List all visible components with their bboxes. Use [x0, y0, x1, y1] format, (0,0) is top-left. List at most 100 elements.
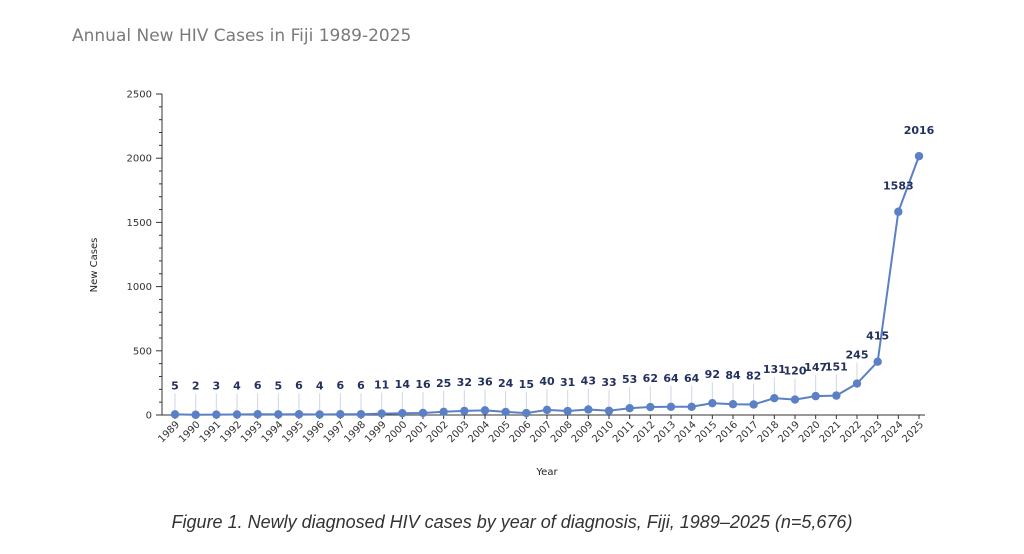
x-tick-label: 2012	[632, 419, 658, 445]
data-point	[625, 403, 634, 413]
data-point	[584, 405, 593, 414]
data-label: 40	[539, 375, 555, 388]
y-tick-label: 2500	[127, 90, 152, 101]
x-tick-label: 2010	[590, 419, 616, 445]
x-tick-label: 1996	[301, 419, 327, 445]
data-point	[708, 398, 717, 408]
data-label: 11	[374, 379, 389, 392]
data-point	[274, 410, 283, 419]
data-point	[770, 393, 779, 403]
line-chart: 0 500 1000 1500 2000 2500 19891990199119921993…	[89, 90, 935, 479]
data-label: 120	[784, 365, 807, 378]
data-point	[852, 379, 862, 388]
data-point	[687, 402, 696, 411]
data-label: 64	[663, 372, 679, 385]
data-label: 5	[171, 379, 179, 392]
x-tick-label: 2002	[425, 419, 451, 445]
x-tick-label: 2023	[859, 419, 885, 445]
x-tick-label: 2021	[818, 419, 844, 445]
data-label: 1583	[883, 180, 914, 193]
data-point	[253, 410, 262, 419]
data-label: 32	[457, 376, 472, 389]
y-tick-label: 2000	[127, 154, 152, 165]
data-label: 3	[213, 380, 221, 393]
data-point	[811, 391, 820, 401]
data-point	[646, 402, 655, 412]
data-label: 16	[415, 378, 431, 391]
data-point	[170, 410, 180, 419]
x-tick-label: 2007	[528, 419, 554, 445]
label-guides	[174, 362, 858, 411]
x-tick-label: 1997	[322, 419, 348, 445]
data-point	[501, 407, 510, 417]
x-tick-label: 2025	[900, 419, 926, 445]
x-tick-label: 2004	[466, 419, 492, 445]
x-tick-label: 1992	[218, 419, 244, 445]
data-point	[542, 405, 552, 415]
data-point	[460, 406, 469, 416]
x-tick-label: 2001	[404, 419, 430, 445]
data-label: 6	[337, 379, 345, 392]
data-point	[315, 410, 324, 419]
data-point	[522, 408, 531, 418]
data-label: 33	[601, 376, 616, 389]
data-label: 24	[498, 377, 514, 390]
x-axis-label: Year	[535, 467, 558, 478]
data-label: 14	[395, 378, 411, 391]
x-tick-label: 2009	[570, 419, 596, 445]
data-point	[894, 207, 903, 216]
x-tick-label: 1991	[198, 419, 224, 445]
data-label: 4	[316, 379, 324, 392]
data-label: 6	[295, 379, 303, 392]
data-labels: 5 2 3 4 6 5 6 4 6 6 11 14 16 25 32 36 24 15 40 31 43 33 53 62 64…	[171, 124, 934, 393]
x-tick-label: 2003	[446, 419, 472, 445]
data-point	[377, 409, 386, 418]
x-tick-label: 1990	[177, 419, 203, 445]
data-point	[356, 410, 366, 419]
data-label: 31	[560, 376, 575, 389]
x-tick-label: 2016	[714, 419, 740, 445]
x-tick-label: 1989	[156, 419, 182, 445]
series-line-group	[170, 151, 924, 419]
data-point	[480, 406, 490, 415]
figure-caption: Figure 1. Newly diagnosed HIV cases by y…	[171, 512, 853, 532]
y-tick-label: 1000	[127, 282, 152, 293]
data-label: 15	[519, 378, 534, 391]
x-tick-label: 2000	[384, 419, 410, 445]
x-tick-label: 2022	[838, 419, 864, 445]
data-point	[294, 410, 304, 419]
data-point	[563, 406, 572, 416]
data-label: 2	[192, 380, 200, 393]
data-label: 43	[581, 374, 596, 387]
data-label: 151	[825, 361, 848, 374]
data-label: 6	[254, 379, 262, 392]
data-point	[666, 402, 676, 411]
data-label: 82	[746, 369, 761, 382]
x-tick-label: 2020	[797, 419, 823, 445]
x-tick-label: 1999	[363, 419, 389, 445]
x-tick-label: 2019	[776, 419, 802, 445]
data-point	[604, 406, 614, 415]
data-point	[336, 410, 345, 419]
x-tick-label: 1994	[260, 419, 286, 445]
data-point	[212, 410, 221, 419]
x-tick-label: 2014	[673, 419, 699, 445]
data-point	[873, 357, 882, 366]
x-tick-label: 2008	[549, 419, 575, 445]
x-tick-label: 2024	[880, 419, 906, 445]
data-label: 245	[846, 349, 869, 362]
data-point	[398, 409, 407, 418]
data-label: 131	[763, 363, 786, 376]
data-point	[439, 407, 448, 416]
data-label: 62	[643, 372, 658, 385]
data-label: 25	[436, 377, 451, 390]
data-label: 6	[357, 379, 365, 392]
data-point	[418, 408, 428, 418]
x-tick-label: 2018	[756, 419, 782, 445]
data-point	[232, 410, 242, 419]
data-point	[749, 400, 758, 409]
data-label: 147	[804, 361, 827, 374]
data-label: 5	[275, 379, 283, 392]
x-tick-label: 2005	[487, 419, 513, 445]
data-label: 92	[705, 368, 720, 381]
